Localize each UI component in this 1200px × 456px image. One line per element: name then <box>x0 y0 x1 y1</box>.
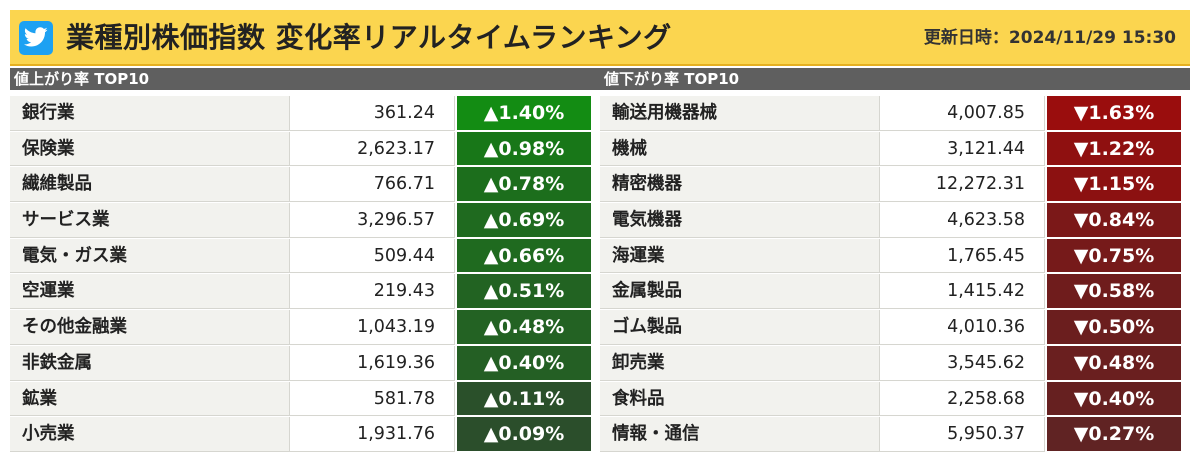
index-value: 4,007.85 <box>879 96 1045 131</box>
table-row[interactable]: 機械 3,121.44 ▼1.22% <box>600 131 1190 168</box>
sector-name: 海運業 <box>600 238 879 274</box>
table-row[interactable]: 電気・ガス業 509.44 ▲0.66% <box>10 238 600 275</box>
sector-name: 電気・ガス業 <box>10 238 289 274</box>
index-value: 4,010.36 <box>879 310 1045 345</box>
table-row[interactable]: 保険業 2,623.17 ▲0.98% <box>10 131 600 168</box>
change-badge: ▲0.66% <box>457 238 591 274</box>
sector-name: 機械 <box>600 131 879 167</box>
table-row[interactable]: 海運業 1,765.45 ▼0.75% <box>600 238 1190 275</box>
index-value: 766.71 <box>289 167 455 203</box>
sector-name: 非鉄金属 <box>10 345 289 381</box>
table-row[interactable]: 輸送用機器械 4,007.85 ▼1.63% <box>600 96 1190 132</box>
change-badge: ▼1.22% <box>1047 131 1181 167</box>
table-row[interactable]: 情報・通信 5,950.37 ▼0.27% <box>600 417 1190 453</box>
sector-name: 繊維製品 <box>10 167 289 203</box>
sector-name: 情報・通信 <box>600 417 879 452</box>
table-row[interactable]: 卸売業 3,545.62 ▼0.48% <box>600 345 1190 382</box>
sector-name: 銀行業 <box>10 96 289 131</box>
table-row[interactable]: 空運業 219.43 ▲0.51% <box>10 274 600 310</box>
twitter-icon[interactable] <box>19 21 53 55</box>
index-value: 12,272.31 <box>879 167 1045 203</box>
change-badge: ▲1.40% <box>457 96 591 131</box>
updated-label: 更新日時： <box>923 28 1009 48</box>
sector-name: 鉱業 <box>10 381 289 417</box>
updated-timestamp: 更新日時：2024/11/29 15:30 <box>924 26 1176 50</box>
sector-name: 食料品 <box>600 381 879 417</box>
change-badge: ▲0.98% <box>457 131 591 167</box>
change-badge: ▼0.27% <box>1047 417 1181 452</box>
index-value: 3,121.44 <box>879 131 1045 167</box>
change-badge: ▼1.63% <box>1047 96 1181 131</box>
index-value: 581.78 <box>289 381 455 417</box>
change-badge: ▼0.58% <box>1047 274 1181 310</box>
table-row[interactable]: その他金融業 1,043.19 ▲0.48% <box>10 310 600 346</box>
table-row[interactable]: 食料品 2,258.68 ▼0.40% <box>600 381 1190 418</box>
index-value: 1,619.36 <box>289 345 455 381</box>
index-value: 5,950.37 <box>879 417 1045 452</box>
change-badge: ▲0.40% <box>457 345 591 381</box>
ranking-widget: 業種別株価指数 変化率リアルタイムランキング 更新日時：2024/11/29 1… <box>10 10 1190 456</box>
index-value: 1,043.19 <box>289 310 455 345</box>
change-badge: ▲0.48% <box>457 310 591 345</box>
sector-name: 電気機器 <box>600 203 879 238</box>
table-row[interactable]: 小売業 1,931.76 ▲0.09% <box>10 417 600 453</box>
sector-name: 空運業 <box>10 274 289 310</box>
table-row[interactable]: 銀行業 361.24 ▲1.40% <box>10 96 600 132</box>
gainers-list: 銀行業 361.24 ▲1.40% 保険業 2,623.17 ▲0.98% 繊維製品 766.… <box>10 96 600 453</box>
index-value: 2,258.68 <box>879 381 1045 417</box>
table-row[interactable]: 精密機器 12,272.31 ▼1.15% <box>600 167 1190 203</box>
page-title: 業種別株価指数 変化率リアルタイムランキング <box>66 21 672 54</box>
table-row[interactable]: 鉱業 581.78 ▲0.11% <box>10 381 600 418</box>
sector-name: 卸売業 <box>600 345 879 381</box>
change-badge: ▲0.78% <box>457 167 591 203</box>
sector-name: その他金融業 <box>10 310 289 345</box>
gainers-heading: 値上がり率 TOP10 <box>10 68 600 90</box>
losers-heading: 値下がり率 TOP10 <box>600 68 1190 90</box>
table-row[interactable]: 繊維製品 766.71 ▲0.78% <box>10 167 600 203</box>
index-value: 1,931.76 <box>289 417 455 452</box>
sector-name: 輸送用機器械 <box>600 96 879 131</box>
header-bar: 業種別株価指数 変化率リアルタイムランキング 更新日時：2024/11/29 1… <box>10 10 1190 66</box>
index-value: 1,415.42 <box>879 274 1045 310</box>
sector-name: 小売業 <box>10 417 289 452</box>
index-value: 1,765.45 <box>879 238 1045 274</box>
change-badge: ▼0.48% <box>1047 345 1181 381</box>
table-row[interactable]: ゴム製品 4,010.36 ▼0.50% <box>600 310 1190 346</box>
index-value: 361.24 <box>289 96 455 131</box>
change-badge: ▲0.09% <box>457 417 591 452</box>
change-badge: ▼0.75% <box>1047 238 1181 274</box>
sector-name: ゴム製品 <box>600 310 879 345</box>
index-value: 509.44 <box>289 238 455 274</box>
table-row[interactable]: 電気機器 4,623.58 ▼0.84% <box>600 203 1190 239</box>
losers-list: 輸送用機器械 4,007.85 ▼1.63% 機械 3,121.44 ▼1.22% 精密機器… <box>600 96 1190 453</box>
table-row[interactable]: 非鉄金属 1,619.36 ▲0.40% <box>10 345 600 382</box>
sector-name: 保険業 <box>10 131 289 167</box>
index-value: 3,296.57 <box>289 203 455 238</box>
index-value: 2,623.17 <box>289 131 455 167</box>
index-value: 4,623.58 <box>879 203 1045 238</box>
index-value: 3,545.62 <box>879 345 1045 381</box>
change-badge: ▼0.40% <box>1047 381 1181 417</box>
change-badge: ▼1.15% <box>1047 167 1181 203</box>
change-badge: ▲0.69% <box>457 203 591 238</box>
updated-value: 2024/11/29 15:30 <box>1008 28 1176 48</box>
change-badge: ▲0.51% <box>457 274 591 310</box>
change-badge: ▼0.50% <box>1047 310 1181 345</box>
losers-panel: 値下がり率 TOP10 輸送用機器械 4,007.85 ▼1.63% 機械 3,121.… <box>600 68 1190 453</box>
index-value: 219.43 <box>289 274 455 310</box>
table-row[interactable]: サービス業 3,296.57 ▲0.69% <box>10 203 600 239</box>
sector-name: 精密機器 <box>600 167 879 203</box>
sector-name: 金属製品 <box>600 274 879 310</box>
table-row[interactable]: 金属製品 1,415.42 ▼0.58% <box>600 274 1190 310</box>
sector-name: サービス業 <box>10 203 289 238</box>
change-badge: ▲0.11% <box>457 381 591 417</box>
change-badge: ▼0.84% <box>1047 203 1181 238</box>
gainers-panel: 値上がり率 TOP10 銀行業 361.24 ▲1.40% 保険業 2,623.17 ▲0… <box>10 68 600 453</box>
